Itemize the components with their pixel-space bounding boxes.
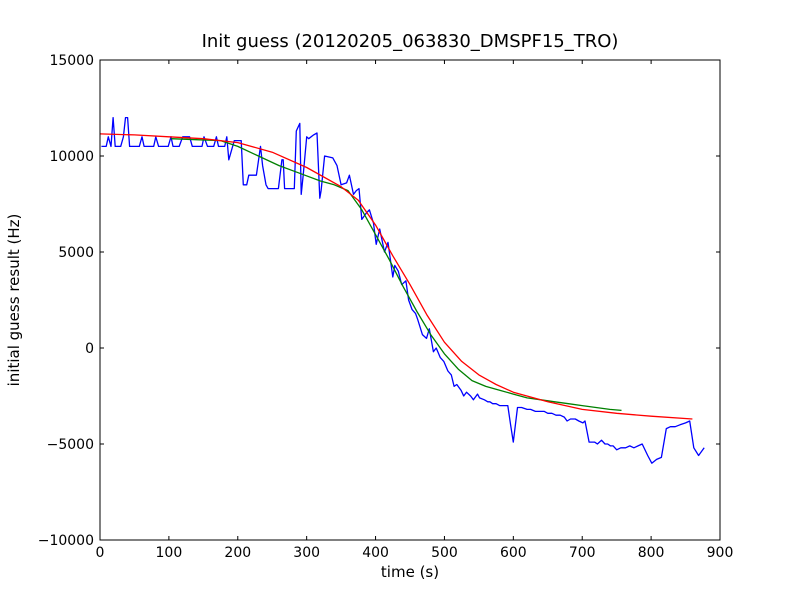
y-tick-label: 0	[85, 341, 94, 357]
y-tick-label: −5000	[47, 437, 94, 453]
x-tick-label: 300	[293, 545, 320, 561]
series-line-1	[101, 116, 705, 464]
y-tick-label: 10000	[49, 149, 94, 165]
x-tick-label: 900	[707, 545, 734, 561]
x-tick-label: 800	[638, 545, 665, 561]
series-line-2	[170, 138, 622, 412]
x-tick-label: 400	[362, 545, 389, 561]
y-tick-label: 5000	[58, 245, 94, 261]
series-line-3	[99, 133, 693, 420]
tick-layer: 0 100 200 300 400 500 600 700 800 900 −10000 −5000 0…	[38, 53, 734, 561]
x-tick-label: 500	[431, 545, 458, 561]
y-tick-label: −10000	[38, 533, 94, 549]
x-tick-label: 700	[569, 545, 596, 561]
plot-frame	[99, 59, 721, 541]
x-axis-label: time (s)	[381, 563, 439, 581]
y-tick-label: 15000	[49, 53, 94, 69]
y-axis-label: initial guess result (Hz)	[5, 214, 23, 387]
x-tick-label: 600	[500, 545, 527, 561]
series-layer	[99, 116, 705, 464]
x-tick-label: 0	[96, 545, 105, 561]
x-tick-label: 100	[156, 545, 183, 561]
chart-title: Init guess (20120205_063830_DMSPF15_TRO)	[202, 31, 619, 52]
x-tick-label: 200	[224, 545, 251, 561]
